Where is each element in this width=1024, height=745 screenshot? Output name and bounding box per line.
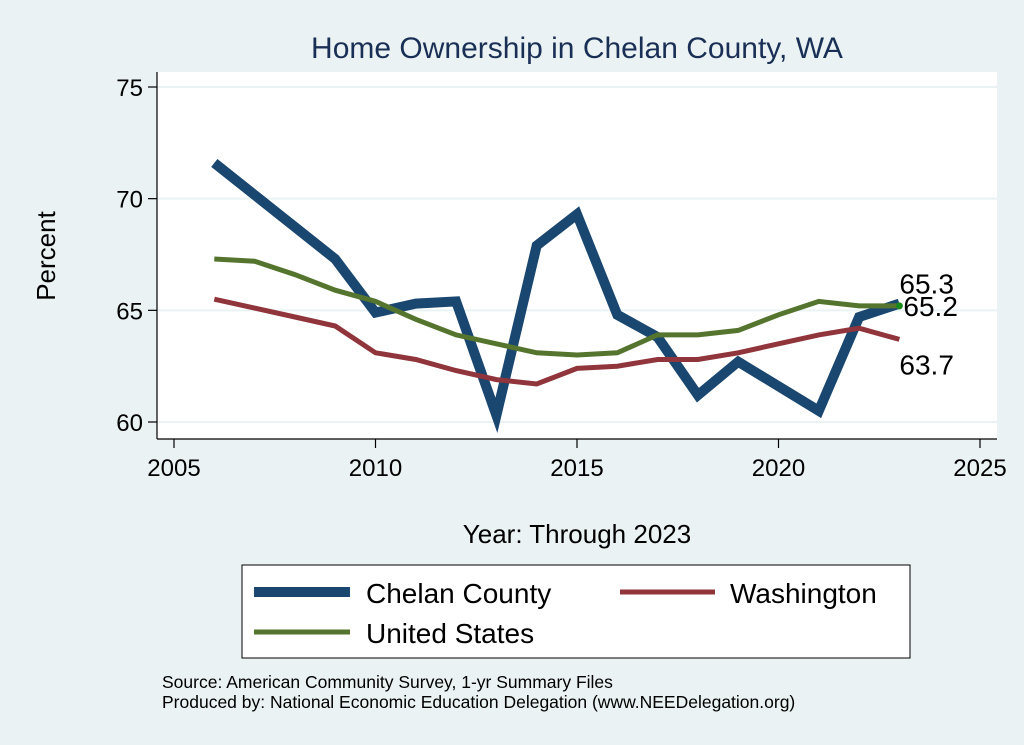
legend-box — [241, 564, 911, 659]
chart-title: Home Ownership in Chelan County, WA — [311, 32, 843, 65]
x-tick-label: 2015 — [550, 455, 603, 482]
x-tick-label: 2025 — [953, 455, 1006, 482]
x-tick-label: 2005 — [147, 455, 200, 482]
y-tick-label: 75 — [116, 75, 143, 102]
legend: Chelan County Washington United States — [241, 564, 911, 659]
x-tick-label: 2010 — [349, 455, 402, 482]
producer-note: Produced by: National Economic Education… — [162, 692, 795, 712]
series-layer — [211, 158, 903, 433]
y-tick-label: 60 — [116, 410, 143, 437]
axes: 60 65 70 75 2005 2010 2015 2020 2025 — [116, 72, 1007, 482]
source-note: Source: American Community Survey, 1-yr … — [162, 672, 613, 692]
series-line-washington — [213, 296, 901, 387]
legend-label-united-states: United States — [366, 618, 534, 649]
x-axis-label: Year: Through 2023 — [463, 519, 691, 549]
end-point-marker — [895, 302, 903, 310]
end-label-united-states: 65.2 — [903, 291, 958, 322]
legend-label-chelan: Chelan County — [366, 578, 551, 609]
end-labels: 65.3 63.7 65.2 — [899, 269, 958, 381]
y-axis-label: Percent — [31, 210, 61, 300]
end-label-washington: 63.7 — [899, 349, 954, 380]
gridlines — [157, 86, 997, 423]
y-tick-label: 70 — [116, 187, 143, 214]
plot-area — [157, 72, 997, 439]
end-label-chelan-county: 65.3 — [899, 269, 954, 300]
legend-label-washington: Washington — [730, 578, 877, 609]
x-tick-label: 2020 — [752, 455, 805, 482]
y-tick-label: 65 — [116, 298, 143, 325]
series-line-united-states — [214, 256, 900, 358]
